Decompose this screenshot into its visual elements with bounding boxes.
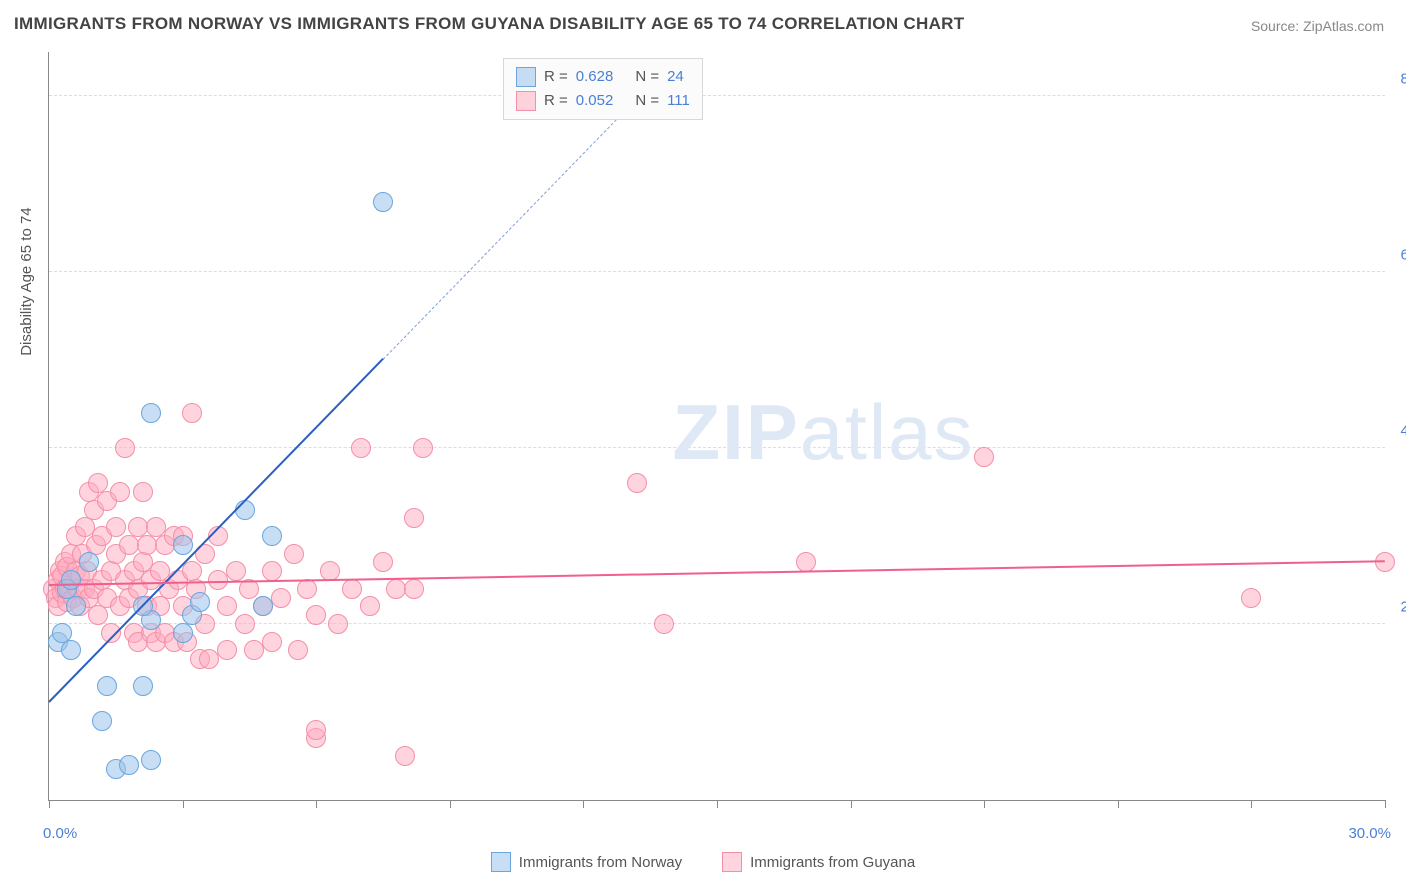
legend-swatch bbox=[722, 852, 742, 872]
x-tick bbox=[1118, 800, 1119, 808]
stat-n-label: N = bbox=[635, 89, 659, 113]
data-point bbox=[1241, 588, 1261, 608]
data-point bbox=[373, 192, 393, 212]
stat-r-value: 0.628 bbox=[576, 65, 614, 89]
data-point bbox=[79, 552, 99, 572]
legend-label: Immigrants from Guyana bbox=[750, 854, 915, 871]
data-point bbox=[253, 596, 273, 616]
data-point bbox=[297, 579, 317, 599]
data-point bbox=[235, 500, 255, 520]
stats-legend-row: R = 0.052 N = 111 bbox=[516, 89, 690, 113]
data-point bbox=[173, 535, 193, 555]
data-point bbox=[217, 640, 237, 660]
data-point bbox=[262, 561, 282, 581]
data-point bbox=[271, 588, 291, 608]
data-point bbox=[404, 579, 424, 599]
data-point bbox=[306, 720, 326, 740]
data-point bbox=[404, 508, 424, 528]
gridline bbox=[49, 95, 1385, 96]
y-tick-label: 40.0% bbox=[1400, 423, 1406, 440]
data-point bbox=[110, 482, 130, 502]
data-point bbox=[141, 750, 161, 770]
trend-line bbox=[49, 560, 1385, 586]
y-tick-label: 20.0% bbox=[1400, 599, 1406, 616]
data-point bbox=[306, 605, 326, 625]
data-point bbox=[182, 403, 202, 423]
series-legend: Immigrants from Norway Immigrants from Gu… bbox=[0, 852, 1406, 872]
data-point bbox=[235, 614, 255, 634]
legend-swatch bbox=[516, 91, 536, 111]
legend-item: Immigrants from Norway bbox=[491, 852, 682, 872]
data-point bbox=[1375, 552, 1395, 572]
legend-swatch bbox=[516, 67, 536, 87]
x-tick bbox=[717, 800, 718, 808]
chart-title: IMMIGRANTS FROM NORWAY VS IMMIGRANTS FRO… bbox=[14, 14, 964, 34]
data-point bbox=[342, 579, 362, 599]
data-point bbox=[119, 755, 139, 775]
data-point bbox=[226, 561, 246, 581]
data-point bbox=[262, 632, 282, 652]
data-point bbox=[395, 746, 415, 766]
data-point bbox=[141, 403, 161, 423]
watermark: ZIPatlas bbox=[672, 387, 974, 478]
legend-swatch bbox=[491, 852, 511, 872]
trend-line-extrapolated bbox=[383, 94, 642, 360]
gridline bbox=[49, 447, 1385, 448]
x-tick-label: 0.0% bbox=[43, 825, 77, 842]
data-point bbox=[217, 596, 237, 616]
x-tick bbox=[183, 800, 184, 808]
data-point bbox=[328, 614, 348, 634]
stat-r-value: 0.052 bbox=[576, 89, 614, 113]
y-tick-label: 60.0% bbox=[1400, 247, 1406, 264]
data-point bbox=[288, 640, 308, 660]
gridline bbox=[49, 271, 1385, 272]
data-point bbox=[627, 473, 647, 493]
data-point bbox=[106, 517, 126, 537]
data-point bbox=[173, 623, 193, 643]
stat-n-label: N = bbox=[635, 65, 659, 89]
data-point bbox=[373, 552, 393, 572]
stat-r-label: R = bbox=[544, 89, 568, 113]
x-tick bbox=[984, 800, 985, 808]
data-point bbox=[360, 596, 380, 616]
x-tick bbox=[1251, 800, 1252, 808]
y-tick-label: 80.0% bbox=[1400, 71, 1406, 88]
data-point bbox=[413, 438, 433, 458]
x-tick-label: 30.0% bbox=[1348, 825, 1391, 842]
legend-item: Immigrants from Guyana bbox=[722, 852, 915, 872]
x-tick bbox=[851, 800, 852, 808]
data-point bbox=[654, 614, 674, 634]
data-point bbox=[262, 526, 282, 546]
data-point bbox=[190, 592, 210, 612]
legend-label: Immigrants from Norway bbox=[519, 854, 682, 871]
data-point bbox=[101, 623, 121, 643]
plot-area: 20.0%40.0%60.0%80.0%0.0%30.0%ZIPatlas bbox=[48, 52, 1385, 801]
data-point bbox=[66, 596, 86, 616]
data-point bbox=[88, 605, 108, 625]
x-tick bbox=[316, 800, 317, 808]
stats-legend: R = 0.628 N = 24 R = 0.052 N = 111 bbox=[503, 58, 703, 120]
data-point bbox=[974, 447, 994, 467]
data-point bbox=[97, 676, 117, 696]
data-point bbox=[133, 482, 153, 502]
data-point bbox=[92, 711, 112, 731]
stat-n-value: 24 bbox=[667, 65, 684, 89]
stat-r-label: R = bbox=[544, 65, 568, 89]
x-tick bbox=[1385, 800, 1386, 808]
data-point bbox=[133, 676, 153, 696]
x-tick bbox=[450, 800, 451, 808]
x-tick bbox=[49, 800, 50, 808]
stats-legend-row: R = 0.628 N = 24 bbox=[516, 65, 690, 89]
data-point bbox=[351, 438, 371, 458]
data-point bbox=[61, 570, 81, 590]
y-axis-label: Disability Age 65 to 74 bbox=[18, 207, 35, 355]
stat-n-value: 111 bbox=[667, 89, 690, 113]
x-tick bbox=[583, 800, 584, 808]
source-attribution: Source: ZipAtlas.com bbox=[1251, 18, 1384, 34]
data-point bbox=[115, 438, 135, 458]
data-point bbox=[284, 544, 304, 564]
data-point bbox=[61, 640, 81, 660]
